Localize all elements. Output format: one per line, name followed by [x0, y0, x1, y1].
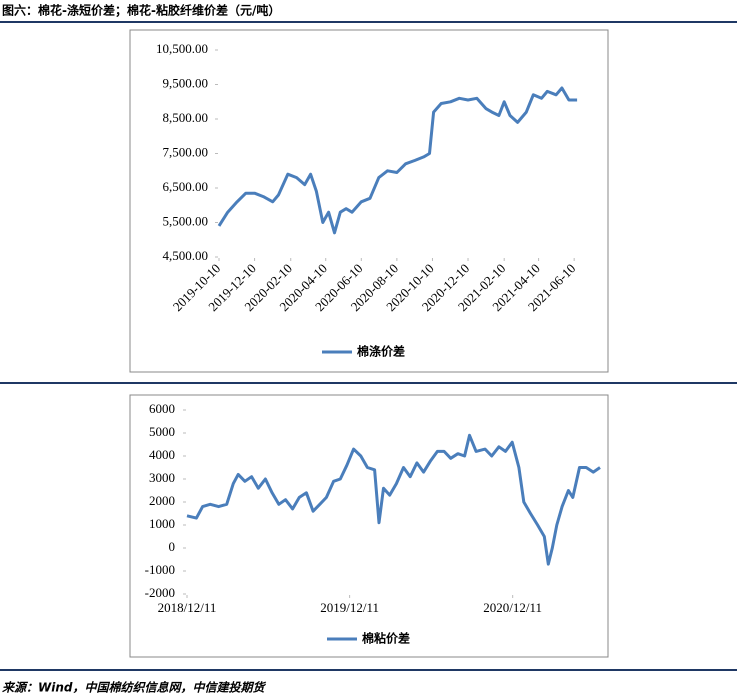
y-tick-label: 3000	[149, 470, 175, 485]
chart-frame	[129, 394, 609, 658]
y-tick-label: 7,500.00	[163, 144, 209, 159]
data-line	[186, 433, 601, 566]
y-tick-label: 4,500.00	[163, 248, 209, 263]
y-tick-label: -1000	[145, 562, 175, 577]
y-tick-label: 5000	[149, 424, 175, 439]
header-title: 图六：棉花-涤短价差；棉花-粘胶纤维价差（元/吨）	[2, 3, 280, 18]
y-tick-label: 2000	[149, 493, 175, 508]
y-tick-label: 6,500.00	[163, 179, 209, 194]
y-tick-label: 4000	[149, 447, 175, 462]
y-tick-label: 1000	[149, 516, 175, 531]
legend-label: 棉粘价差	[362, 631, 410, 646]
y-tick-label: 8,500.00	[163, 110, 209, 125]
chart-frame	[129, 29, 609, 373]
data-line	[217, 86, 578, 235]
y-tick-label: -2000	[145, 585, 175, 600]
x-tick-label: 2018/12/11	[158, 600, 217, 615]
y-tick-label: 10,500.00	[156, 41, 208, 56]
x-tick-label: 2020/12/11	[483, 600, 542, 615]
x-tick-label: 2019/12/11	[320, 600, 379, 615]
legend-label: 棉涤价差	[357, 344, 405, 359]
source-note: 来源：Wind，中国棉纺织信息网，中信建投期货	[2, 681, 266, 695]
y-tick-label: 6000	[149, 401, 175, 416]
y-tick-label: 5,500.00	[163, 213, 209, 228]
y-tick-label: 9,500.00	[163, 75, 209, 90]
y-tick-label: 0	[169, 539, 176, 554]
